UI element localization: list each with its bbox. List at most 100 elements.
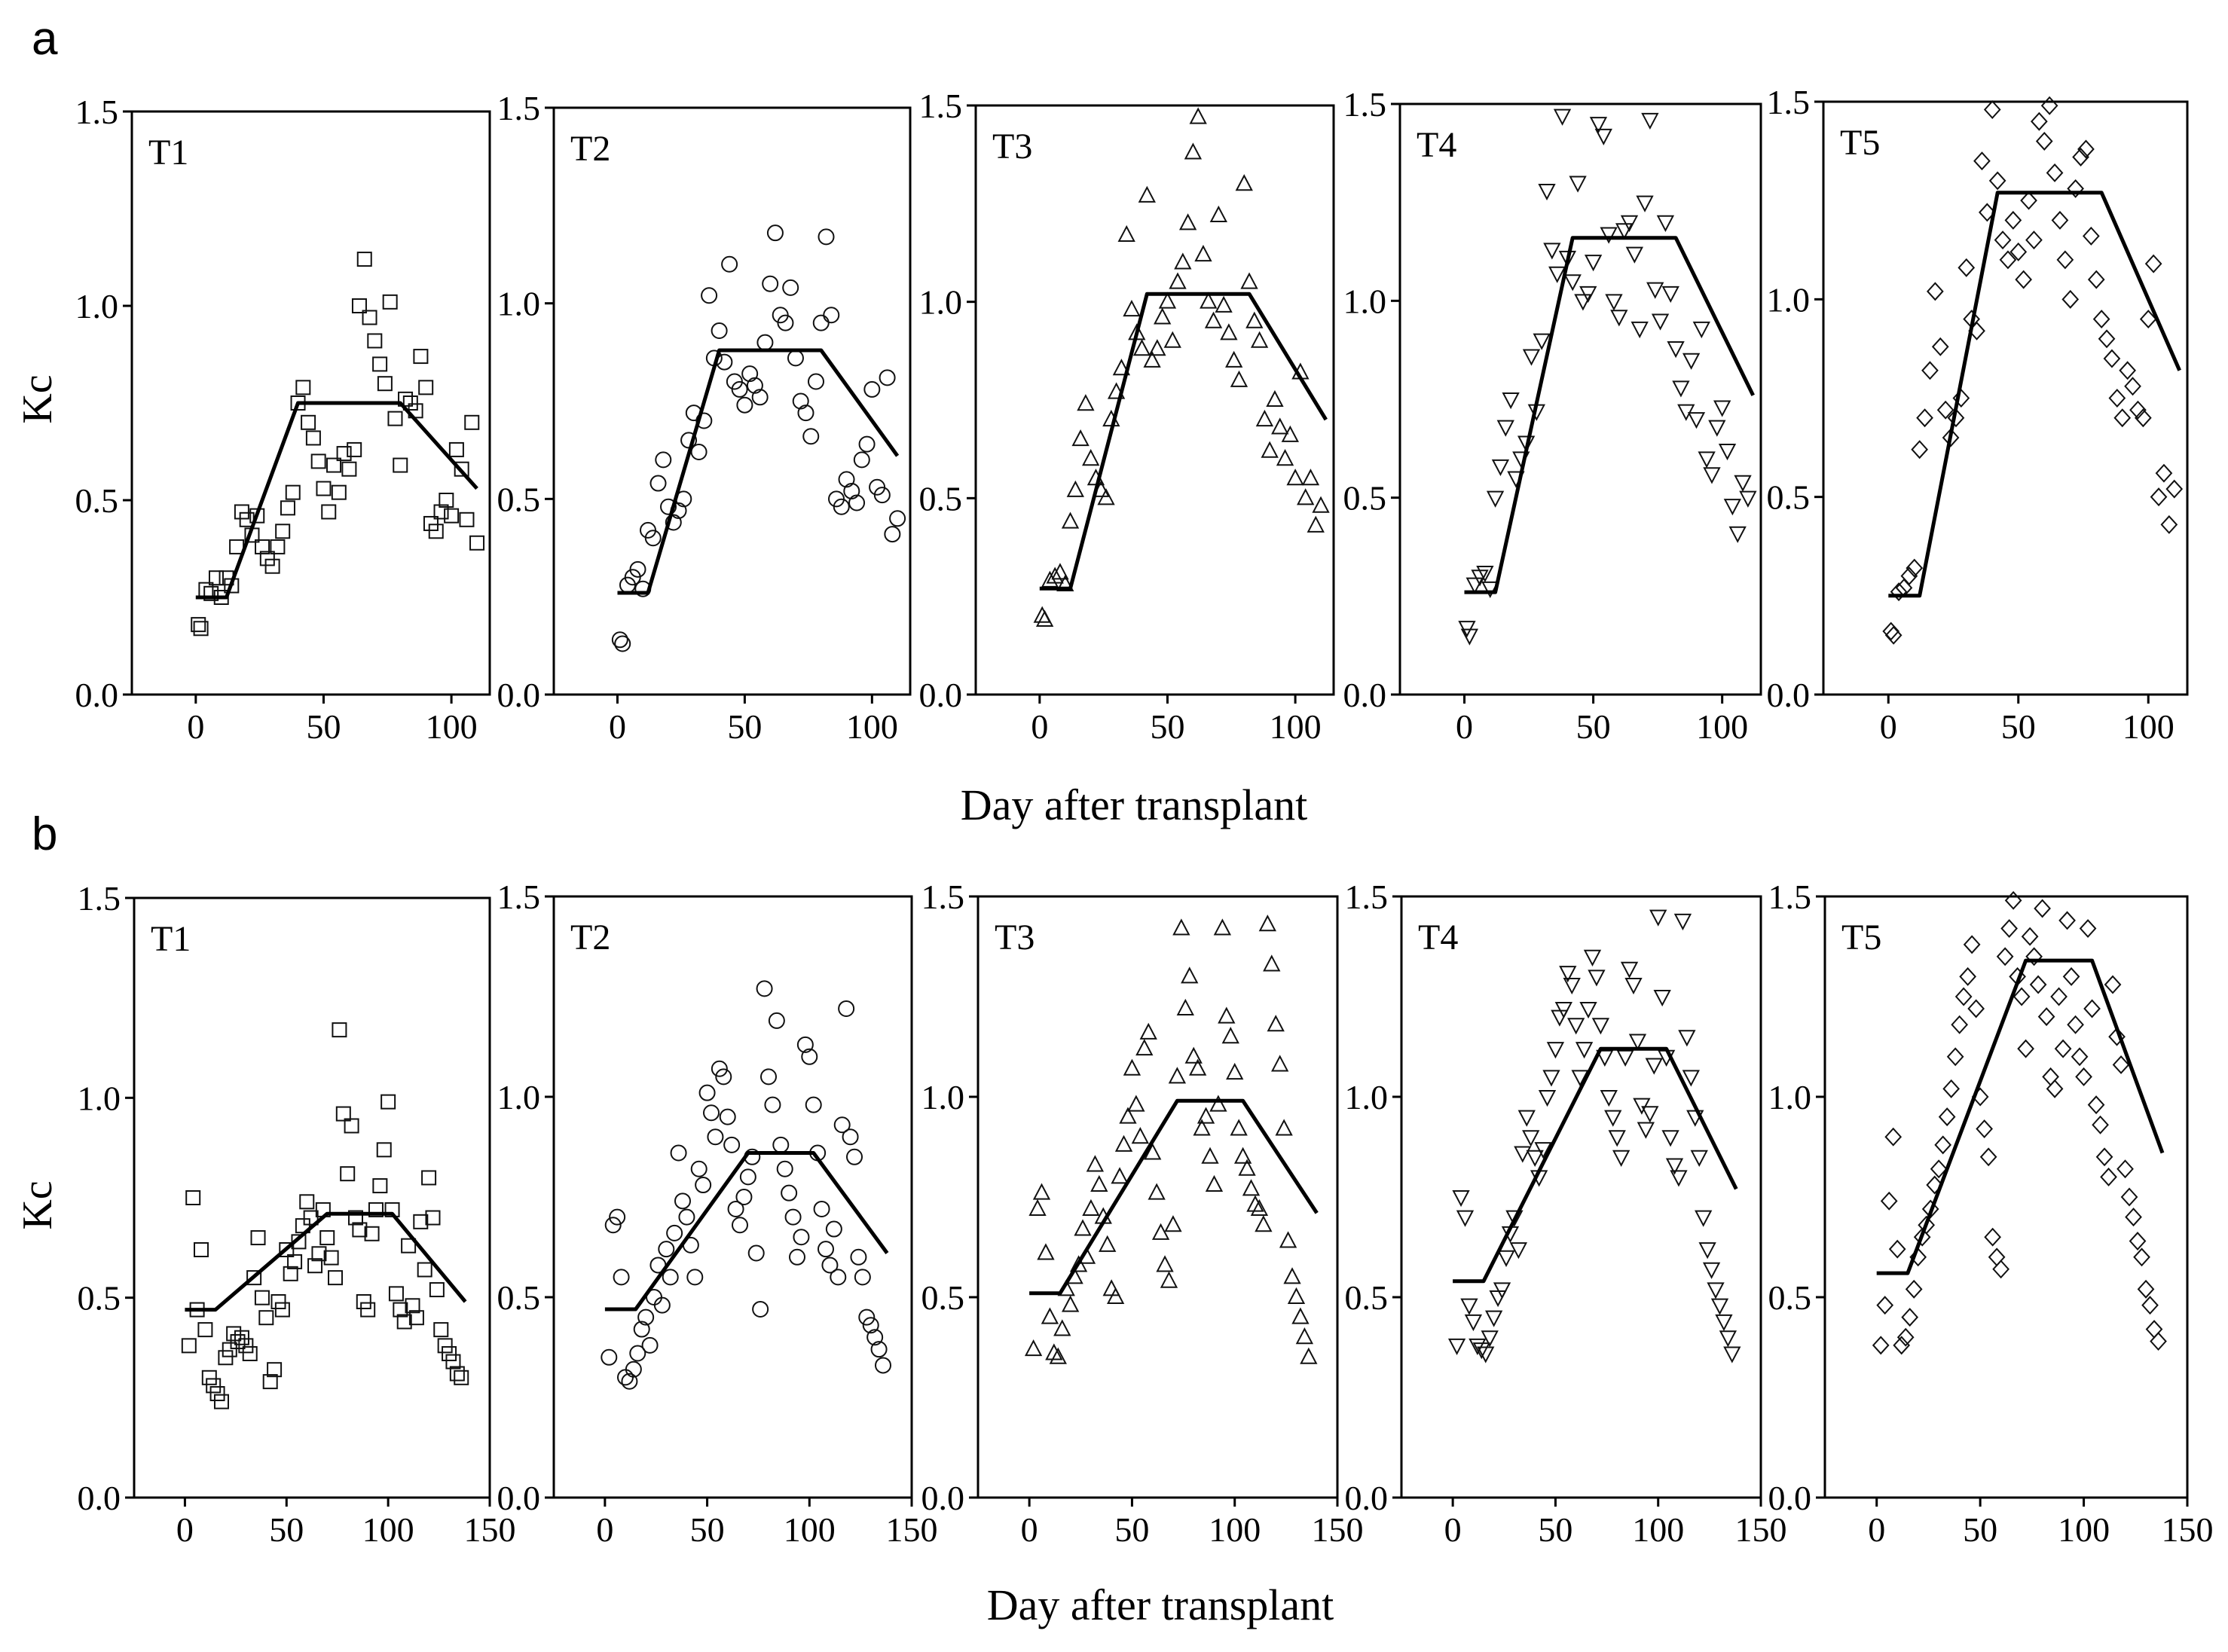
fit-line bbox=[1039, 292, 1328, 591]
data-point bbox=[884, 526, 901, 543]
data-point bbox=[879, 369, 896, 386]
y-tick-label: 0.5 bbox=[75, 481, 119, 520]
data-point bbox=[843, 482, 860, 499]
x-tick-label: 50 bbox=[1576, 707, 1611, 746]
data-point bbox=[1201, 1147, 1219, 1164]
y-tick-label: 1.0 bbox=[1345, 1078, 1389, 1116]
data-point bbox=[1905, 1279, 1923, 1299]
data-point bbox=[1522, 349, 1541, 366]
data-point bbox=[1131, 1127, 1149, 1144]
data-point bbox=[1615, 223, 1634, 240]
data-point bbox=[1517, 1110, 1536, 1127]
data-point bbox=[1164, 1215, 1182, 1232]
data-point bbox=[666, 1224, 683, 1241]
data-point bbox=[611, 631, 628, 649]
data-point bbox=[1979, 1147, 1997, 1167]
y-tick-label: 0.5 bbox=[1768, 1278, 1812, 1317]
data-point bbox=[1220, 323, 1238, 340]
data-point bbox=[2054, 1039, 2072, 1058]
data-point bbox=[838, 471, 855, 488]
data-point bbox=[1600, 1090, 1618, 1107]
data-point bbox=[842, 1128, 859, 1146]
data-point bbox=[1667, 341, 1685, 359]
data-point bbox=[340, 1166, 356, 1182]
data-point bbox=[1209, 205, 1227, 222]
data-point bbox=[209, 1386, 225, 1402]
data-point bbox=[2129, 1232, 2147, 1251]
data-point bbox=[1496, 420, 1514, 437]
data-point bbox=[1739, 490, 1757, 508]
y-tick-label: 0.5 bbox=[497, 1278, 541, 1317]
data-point bbox=[674, 1192, 691, 1210]
panel-a-t4: 0.0 0.5 1.0 1.5 0 50 100 T4 bbox=[1343, 85, 1762, 746]
data-point bbox=[1588, 970, 1606, 987]
data-point bbox=[695, 412, 713, 429]
data-point bbox=[2116, 1159, 2134, 1179]
panel-title: T2 bbox=[570, 918, 610, 957]
data-point bbox=[889, 510, 906, 527]
data-point bbox=[756, 980, 773, 997]
data-point bbox=[715, 1068, 732, 1086]
y-tick-label: 0.0 bbox=[1345, 1479, 1389, 1517]
data-point bbox=[1135, 1039, 1154, 1056]
data-point bbox=[830, 1269, 847, 1286]
data-point bbox=[1604, 1110, 1622, 1127]
data-point bbox=[1112, 359, 1131, 376]
data-point bbox=[1452, 1190, 1470, 1208]
data-point bbox=[1542, 1070, 1560, 1087]
plot-frame bbox=[974, 104, 1335, 696]
data-point bbox=[862, 1317, 879, 1334]
data-point bbox=[418, 380, 434, 395]
data-point bbox=[781, 1184, 798, 1202]
data-point bbox=[1646, 282, 1664, 299]
data-point bbox=[1240, 272, 1258, 289]
data-point bbox=[2119, 361, 2137, 380]
data-point bbox=[372, 1178, 388, 1194]
data-point bbox=[1082, 1199, 1100, 1216]
data-point bbox=[787, 350, 804, 367]
data-point bbox=[678, 1208, 695, 1226]
data-point bbox=[2046, 1079, 2064, 1098]
data-point bbox=[1279, 1231, 1297, 1248]
panel-title: T1 bbox=[148, 133, 188, 173]
data-point bbox=[1673, 913, 1692, 931]
data-point bbox=[448, 441, 464, 457]
data-point bbox=[797, 405, 814, 422]
data-point bbox=[741, 365, 759, 383]
data-point bbox=[328, 1270, 344, 1286]
data-point bbox=[444, 508, 460, 524]
panel-title: T4 bbox=[1418, 918, 1458, 957]
data-point bbox=[218, 1350, 234, 1366]
data-point bbox=[1061, 511, 1080, 529]
data-point bbox=[1193, 1119, 1211, 1136]
data-point bbox=[2013, 987, 2031, 1006]
data-point bbox=[1469, 1338, 1487, 1355]
data-point bbox=[1465, 577, 1484, 594]
data-point bbox=[739, 1168, 756, 1186]
data-point bbox=[644, 530, 662, 547]
y-tick-label: 0.0 bbox=[1343, 676, 1387, 714]
data-point bbox=[2000, 919, 2018, 939]
data-point bbox=[1189, 107, 1207, 124]
data-point bbox=[1888, 1239, 1906, 1259]
data-point bbox=[801, 1048, 818, 1065]
data-point bbox=[1574, 294, 1592, 311]
data-point bbox=[1526, 1150, 1544, 1167]
data-point bbox=[825, 1220, 842, 1238]
data-point bbox=[614, 635, 631, 652]
data-point bbox=[332, 1022, 347, 1038]
data-point bbox=[1481, 581, 1499, 599]
fit-line bbox=[1876, 958, 2165, 1275]
group-a-tag: a bbox=[32, 13, 58, 65]
data-point bbox=[768, 1012, 785, 1029]
data-point bbox=[2035, 131, 2053, 151]
data-point bbox=[1209, 1095, 1227, 1112]
y-tick-label: 0.5 bbox=[1343, 479, 1387, 518]
panel-title: T3 bbox=[995, 918, 1035, 957]
data-point bbox=[1999, 250, 2017, 270]
data-point bbox=[1951, 1015, 1969, 1034]
data-point bbox=[1579, 1001, 1597, 1019]
y-tick-label: 0.0 bbox=[497, 1479, 541, 1517]
data-point bbox=[2092, 1115, 2109, 1134]
